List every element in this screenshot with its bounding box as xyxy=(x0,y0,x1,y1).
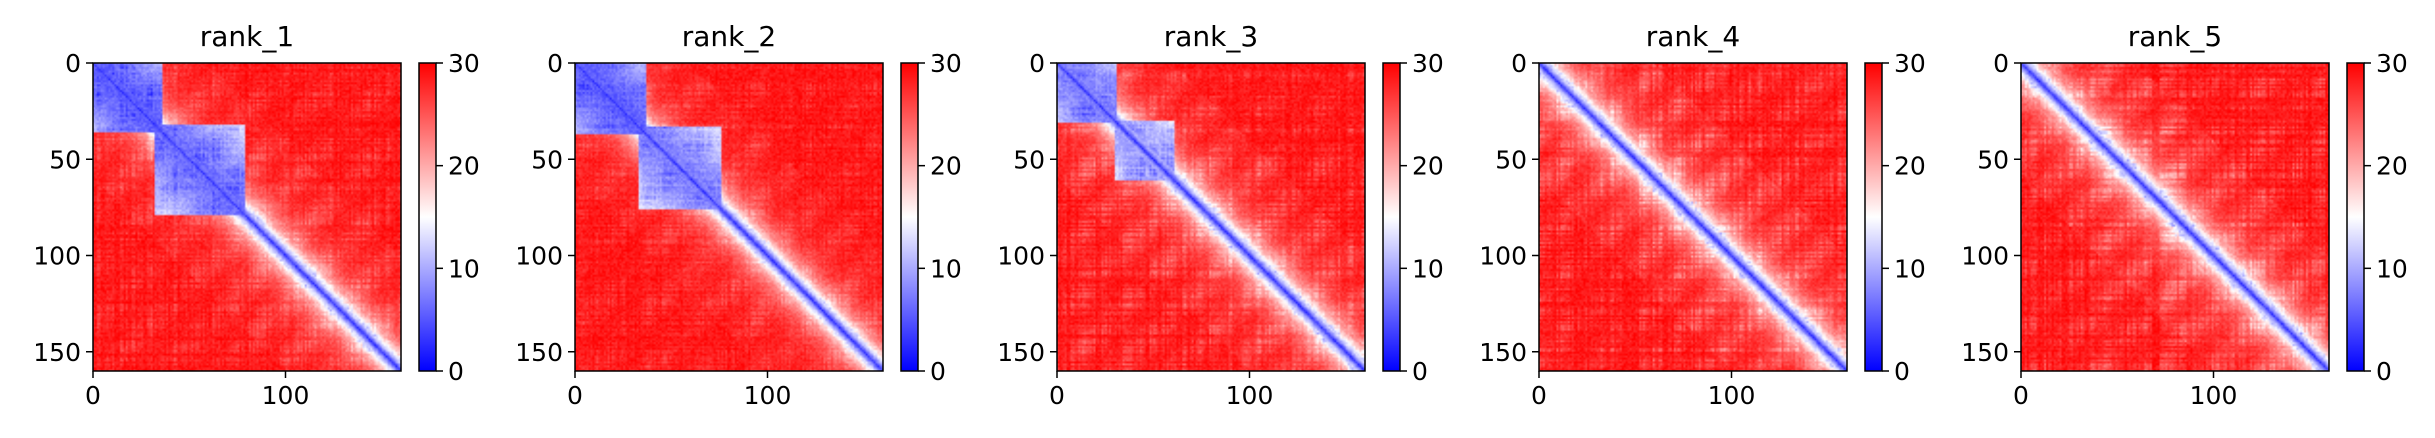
colorbar xyxy=(900,62,919,372)
panel-title: rank_3 xyxy=(1164,20,1258,53)
y-tick-label: 150 xyxy=(1961,338,2009,367)
colorbar xyxy=(1864,62,1883,372)
colorbar-tick-label: 30 xyxy=(1894,49,1926,78)
y-tick-label: 0 xyxy=(1993,49,2009,78)
y-tick-label: 150 xyxy=(515,338,563,367)
colorbar-tick-label: 20 xyxy=(930,152,962,181)
colorbar-tick-label: 30 xyxy=(2376,49,2408,78)
heatmap-frame xyxy=(2020,62,2330,372)
colorbar-tick-label: 10 xyxy=(1894,254,1926,283)
colorbar-tick-label: 20 xyxy=(448,152,480,181)
y-tick-label: 50 xyxy=(1013,145,1045,174)
colorbar-tick-label: 20 xyxy=(1412,152,1444,181)
colorbar-tick-label: 0 xyxy=(1894,357,1910,386)
colorbar-tick-label: 10 xyxy=(448,254,480,283)
y-tick-label: 0 xyxy=(1029,49,1045,78)
heatmap-image xyxy=(575,63,883,371)
colorbar-tick-label: 20 xyxy=(2376,152,2408,181)
y-tick-label: 50 xyxy=(1977,145,2009,174)
y-tick-label: 50 xyxy=(49,145,81,174)
y-tick-label: 150 xyxy=(1479,338,1527,367)
colorbar-tick-label: 0 xyxy=(2376,357,2392,386)
colorbar xyxy=(2346,62,2365,372)
colorbar-tick-label: 10 xyxy=(2376,254,2408,283)
y-tick-label: 100 xyxy=(997,242,1045,271)
y-tick-label: 100 xyxy=(1961,242,2009,271)
x-tick-label: 0 xyxy=(2013,381,2029,410)
heatmap-frame xyxy=(1538,62,1848,372)
colorbar xyxy=(1382,62,1401,372)
colorbar-tick-label: 0 xyxy=(930,357,946,386)
x-tick-label: 100 xyxy=(2190,381,2238,410)
heatmap-frame xyxy=(92,62,402,372)
y-tick-label: 50 xyxy=(531,145,563,174)
y-tick-label: 50 xyxy=(1495,145,1527,174)
panel-title: rank_4 xyxy=(1646,20,1740,53)
colorbar-tick-label: 20 xyxy=(1894,152,1926,181)
heatmap-image xyxy=(93,63,401,371)
x-tick-label: 100 xyxy=(1708,381,1756,410)
heatmap-image xyxy=(2021,63,2329,371)
y-tick-label: 100 xyxy=(515,242,563,271)
y-tick-label: 0 xyxy=(547,49,563,78)
heatmap-image xyxy=(1057,63,1365,371)
colorbar-tick-label: 30 xyxy=(1412,49,1444,78)
panel-title: rank_1 xyxy=(200,20,294,53)
heatmap-image xyxy=(1539,63,1847,371)
x-tick-label: 0 xyxy=(85,381,101,410)
y-tick-label: 100 xyxy=(33,242,81,271)
colorbar-tick-label: 30 xyxy=(930,49,962,78)
y-tick-label: 100 xyxy=(1479,242,1527,271)
x-tick-label: 0 xyxy=(1049,381,1065,410)
x-tick-label: 0 xyxy=(567,381,583,410)
colorbar-tick-label: 0 xyxy=(1412,357,1428,386)
y-tick-label: 0 xyxy=(65,49,81,78)
x-tick-label: 100 xyxy=(1226,381,1274,410)
colorbar xyxy=(418,62,437,372)
y-tick-label: 150 xyxy=(33,338,81,367)
panel-title: rank_2 xyxy=(682,20,776,53)
y-tick-label: 0 xyxy=(1511,49,1527,78)
x-tick-label: 100 xyxy=(262,381,310,410)
y-tick-label: 150 xyxy=(997,338,1045,367)
x-tick-label: 100 xyxy=(744,381,792,410)
x-tick-label: 0 xyxy=(1531,381,1547,410)
heatmap-frame xyxy=(574,62,884,372)
colorbar-tick-label: 10 xyxy=(1412,254,1444,283)
colorbar-tick-label: 10 xyxy=(930,254,962,283)
heatmap-frame xyxy=(1056,62,1366,372)
panel-title: rank_5 xyxy=(2128,20,2222,53)
colorbar-tick-label: 0 xyxy=(448,357,464,386)
colorbar-tick-label: 30 xyxy=(448,49,480,78)
